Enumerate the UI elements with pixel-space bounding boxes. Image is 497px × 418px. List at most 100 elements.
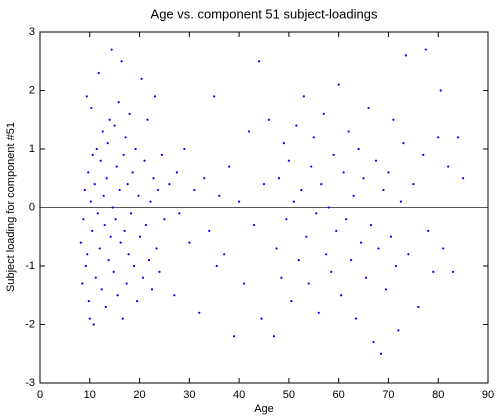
point <box>399 200 402 203</box>
point <box>424 48 427 51</box>
x-tick-label: 10 <box>84 389 96 401</box>
point <box>193 188 196 192</box>
point <box>114 218 117 221</box>
point <box>141 276 145 279</box>
point <box>280 276 283 279</box>
y-tick-label: 3 <box>29 26 35 38</box>
point <box>387 171 390 174</box>
point <box>124 136 127 139</box>
point <box>325 253 328 256</box>
chart-title: Age vs. component 51 subject-loadings <box>151 6 378 21</box>
point <box>307 282 310 285</box>
point <box>203 177 206 180</box>
point <box>369 223 373 227</box>
point <box>99 159 102 162</box>
y-tick-label: 1 <box>29 143 35 155</box>
point <box>260 317 263 320</box>
point <box>116 294 119 297</box>
point <box>345 218 348 221</box>
point <box>160 153 164 156</box>
point <box>335 229 338 232</box>
point <box>119 241 122 244</box>
x-tick-label: 30 <box>183 389 195 401</box>
point <box>85 95 88 98</box>
point <box>417 305 420 309</box>
point <box>79 241 82 244</box>
point <box>330 270 333 273</box>
point <box>87 300 90 303</box>
point <box>357 147 360 151</box>
point <box>287 159 290 162</box>
point <box>135 300 139 303</box>
point <box>247 130 251 133</box>
point <box>113 124 116 127</box>
plot-frame <box>39 31 489 384</box>
point <box>152 177 155 180</box>
point <box>354 317 358 320</box>
point <box>150 288 154 291</box>
point <box>315 212 318 215</box>
y-tick-label: -3 <box>25 377 35 389</box>
point <box>427 229 430 232</box>
point <box>327 206 330 209</box>
point <box>257 60 261 63</box>
point <box>158 270 161 273</box>
point <box>98 247 101 250</box>
point <box>131 171 134 174</box>
point <box>140 77 143 80</box>
point <box>143 159 146 162</box>
point <box>107 259 110 262</box>
point <box>422 153 425 156</box>
x-tick-label: 70 <box>382 389 394 401</box>
point <box>108 118 111 121</box>
point <box>233 335 236 338</box>
point <box>153 95 157 98</box>
point <box>285 218 288 221</box>
point <box>394 264 398 268</box>
point <box>127 253 130 256</box>
point <box>178 212 181 215</box>
point <box>81 282 84 285</box>
point <box>275 247 278 250</box>
point <box>407 253 410 256</box>
point <box>238 200 241 203</box>
point <box>352 194 355 197</box>
point <box>82 218 85 221</box>
point <box>134 147 137 151</box>
point <box>208 229 211 232</box>
point <box>439 89 442 92</box>
x-tick-label: 60 <box>333 389 345 401</box>
point <box>121 317 124 320</box>
point <box>183 147 186 151</box>
point <box>89 200 92 203</box>
x-tick-label: 20 <box>133 389 145 401</box>
point <box>282 142 286 145</box>
point <box>374 159 378 162</box>
point <box>337 83 340 86</box>
point <box>147 259 151 262</box>
y-tick-label: -2 <box>25 318 35 330</box>
point <box>342 171 345 174</box>
x-tick-label: 50 <box>283 389 295 401</box>
point <box>300 188 303 192</box>
point <box>90 106 93 110</box>
x-tick-label: 90 <box>482 389 494 401</box>
point <box>95 147 98 151</box>
point <box>364 276 368 279</box>
point <box>188 241 191 244</box>
point <box>156 188 160 192</box>
point <box>198 311 201 314</box>
point <box>384 288 388 291</box>
y-axis-label: Subject loading for component #51 <box>5 122 17 292</box>
x-tick-label: 80 <box>432 389 444 401</box>
point <box>392 118 395 121</box>
point <box>123 229 126 232</box>
point <box>272 335 276 338</box>
point <box>277 177 281 180</box>
point <box>96 212 99 215</box>
point <box>350 259 353 262</box>
point <box>297 259 300 262</box>
point <box>88 317 91 320</box>
point <box>100 288 103 291</box>
